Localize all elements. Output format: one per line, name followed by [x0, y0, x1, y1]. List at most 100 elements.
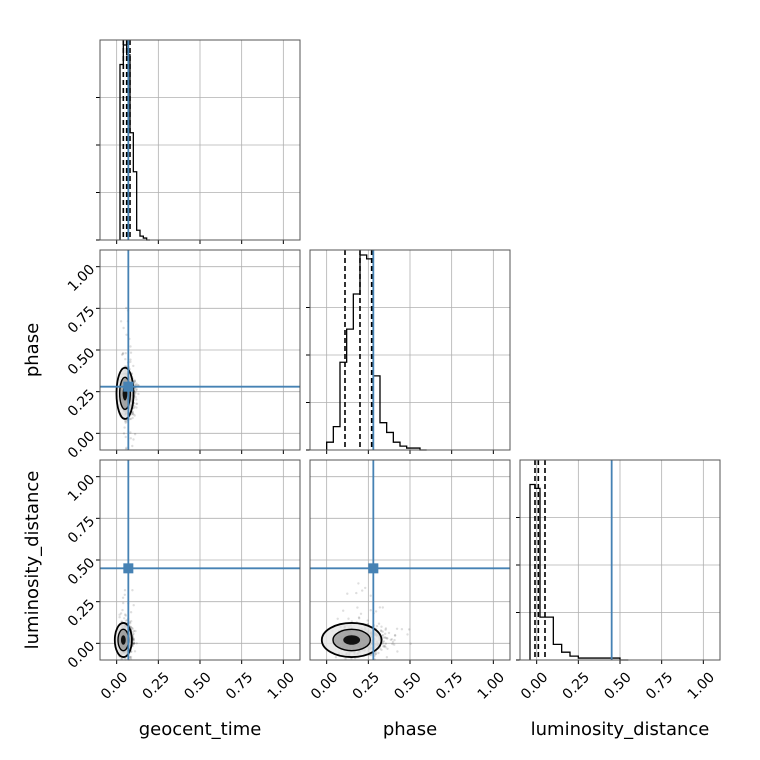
sample-point	[129, 431, 132, 434]
x-tick-label: 0.25	[140, 669, 173, 702]
x-tick-label: 1.00	[265, 669, 298, 702]
sample-point	[359, 612, 363, 615]
sample-point	[393, 633, 397, 637]
y-tick-label: 0.00	[65, 428, 98, 461]
sample-point	[342, 609, 345, 612]
sample-point	[382, 636, 385, 639]
sample-point	[334, 656, 338, 659]
sample-point	[407, 628, 411, 631]
sample-point	[134, 391, 137, 394]
sample-point	[132, 638, 135, 642]
sample-point	[385, 656, 389, 659]
y-axis-label-luminosity_distance: luminosity_distance	[22, 471, 43, 650]
sample-point	[391, 640, 395, 644]
sample-point	[129, 622, 132, 625]
sample-point	[135, 382, 138, 385]
sample-point	[384, 627, 388, 630]
sample-point	[131, 589, 134, 592]
truth-marker	[123, 381, 134, 392]
sample-point	[135, 406, 138, 409]
x-axis-label-phase: phase	[383, 719, 437, 740]
sample-point	[389, 638, 392, 641]
y-tick-label: 0.75	[65, 513, 98, 546]
sample-point	[346, 592, 349, 595]
sample-point	[393, 634, 397, 637]
sample-point	[370, 654, 373, 657]
sample-point	[381, 606, 384, 609]
panel-2d-geocent_time-phase	[96, 249, 301, 454]
panel-border	[309, 249, 511, 451]
sample-point	[121, 596, 125, 599]
sample-point	[384, 646, 387, 649]
sample-point	[132, 637, 135, 640]
sample-point	[374, 652, 378, 656]
sample-point	[132, 642, 136, 645]
sample-point	[118, 616, 121, 619]
sample-point	[366, 619, 369, 622]
sample-point	[132, 632, 135, 635]
sample-point	[130, 620, 133, 623]
sample-point	[133, 379, 136, 383]
sample-point	[393, 643, 396, 646]
sample-point	[125, 306, 128, 310]
sample-point	[386, 637, 389, 640]
sample-point	[132, 413, 135, 416]
sample-point	[122, 326, 125, 330]
sample-point	[361, 589, 364, 592]
sample-point	[385, 637, 389, 640]
sample-point	[134, 388, 138, 392]
truth-marker	[123, 563, 134, 574]
sample-point	[135, 402, 138, 405]
panel-border	[309, 459, 511, 661]
sample-point	[132, 629, 136, 633]
x-tick-label: 0.75	[433, 669, 466, 702]
sample-point	[356, 606, 359, 609]
sample-point	[374, 652, 377, 655]
sample-point	[129, 345, 132, 348]
sample-point	[132, 641, 135, 644]
x-tick-label: 0.00	[98, 669, 131, 702]
x-tick-label: 0.25	[560, 669, 593, 702]
x-tick-label: 0.50	[181, 669, 214, 702]
sample-point	[133, 433, 137, 436]
panel-border	[99, 459, 301, 661]
sample-point	[123, 426, 126, 429]
truth-marker	[368, 563, 379, 574]
panel-hist-luminosity_distance	[516, 459, 721, 664]
sample-point	[374, 610, 378, 613]
y-tick-label: 0.25	[65, 387, 98, 420]
sample-point	[132, 642, 135, 646]
sample-point	[406, 633, 409, 636]
sample-point	[134, 629, 137, 633]
x-tick-label: 0.75	[223, 669, 256, 702]
x-tick-label: 1.00	[685, 669, 718, 702]
sample-point	[123, 617, 126, 620]
y-tick-label: 1.00	[65, 262, 98, 295]
sample-point	[131, 416, 134, 420]
x-tick-label: 0.00	[308, 669, 341, 702]
sample-point	[124, 352, 127, 355]
sample-point	[132, 639, 135, 642]
sample-point	[393, 638, 396, 642]
sample-point	[381, 634, 385, 637]
y-axis-label-phase: phase	[22, 323, 43, 377]
y-tick-label: 0.25	[65, 597, 98, 630]
sample-point	[133, 380, 136, 383]
sample-point	[129, 360, 132, 364]
sample-point	[378, 606, 382, 609]
sample-point	[134, 392, 137, 395]
sample-point	[369, 594, 372, 597]
x-tick-label: 0.75	[643, 669, 676, 702]
y-tick-label: 1.00	[65, 472, 98, 505]
sample-point	[380, 629, 383, 633]
sample-point	[387, 631, 391, 635]
sample-point	[383, 636, 387, 639]
sample-point	[124, 419, 127, 422]
sample-point	[124, 613, 127, 616]
sample-point	[123, 589, 127, 592]
y-tick-label: 0.75	[65, 303, 98, 336]
y-tick-label: 0.50	[65, 345, 98, 378]
panel-hist-phase	[306, 249, 511, 454]
sample-point	[350, 620, 353, 623]
